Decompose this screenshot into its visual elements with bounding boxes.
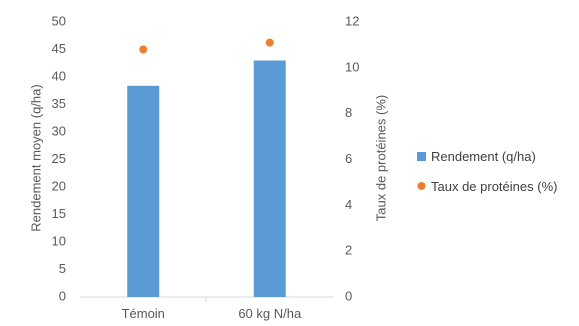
right-tick-label: 0	[345, 288, 352, 303]
category-label-2: 60 kg N/ha	[238, 306, 302, 321]
right-tick-label: 10	[345, 59, 359, 74]
bar-2	[253, 60, 286, 297]
left-tick-label: 45	[52, 41, 66, 56]
left-tick-label: 10	[52, 233, 66, 248]
point-1	[139, 45, 148, 54]
left-tick-label: 0	[59, 288, 66, 303]
left-tick-label: 5	[59, 261, 66, 276]
left-tick-label: 20	[52, 178, 66, 193]
left-tick-label: 15	[52, 206, 66, 221]
left-tick-label: 30	[52, 123, 66, 138]
right-axis-title: Taux de protéines (%)	[373, 95, 388, 221]
right-tick-label: 2	[345, 243, 352, 258]
left-axis-title: Rendement moyen (q/ha)	[28, 84, 43, 231]
right-tick-label: 8	[345, 105, 352, 120]
category-labels: Témoin 60 kg N/ha	[122, 306, 302, 321]
protein-points	[139, 38, 274, 54]
right-tick-label: 4	[345, 197, 352, 212]
left-tick-label: 40	[52, 68, 66, 83]
bar-1	[127, 85, 160, 297]
legend-label-point: Taux de protéines (%)	[431, 179, 557, 194]
right-axis-ticks: 0 2 4 6 8 10 12	[345, 13, 359, 303]
left-tick-label: 25	[52, 151, 66, 166]
right-tick-label: 6	[345, 151, 352, 166]
point-2	[265, 38, 274, 47]
right-tick-label: 12	[345, 13, 359, 28]
category-label-1: Témoin	[122, 306, 165, 321]
bars	[127, 60, 286, 297]
legend-marker-bar	[417, 152, 426, 161]
left-axis-ticks: 0 5 10 15 20 25 30 35 40 45 50	[52, 13, 66, 303]
legend-marker-point	[417, 182, 426, 190]
left-tick-label: 35	[52, 96, 66, 111]
legend-label-bar: Rendement (q/ha)	[431, 149, 536, 164]
legend: Rendement (q/ha) Taux de protéines (%)	[417, 149, 557, 194]
left-tick-label: 50	[52, 13, 66, 28]
